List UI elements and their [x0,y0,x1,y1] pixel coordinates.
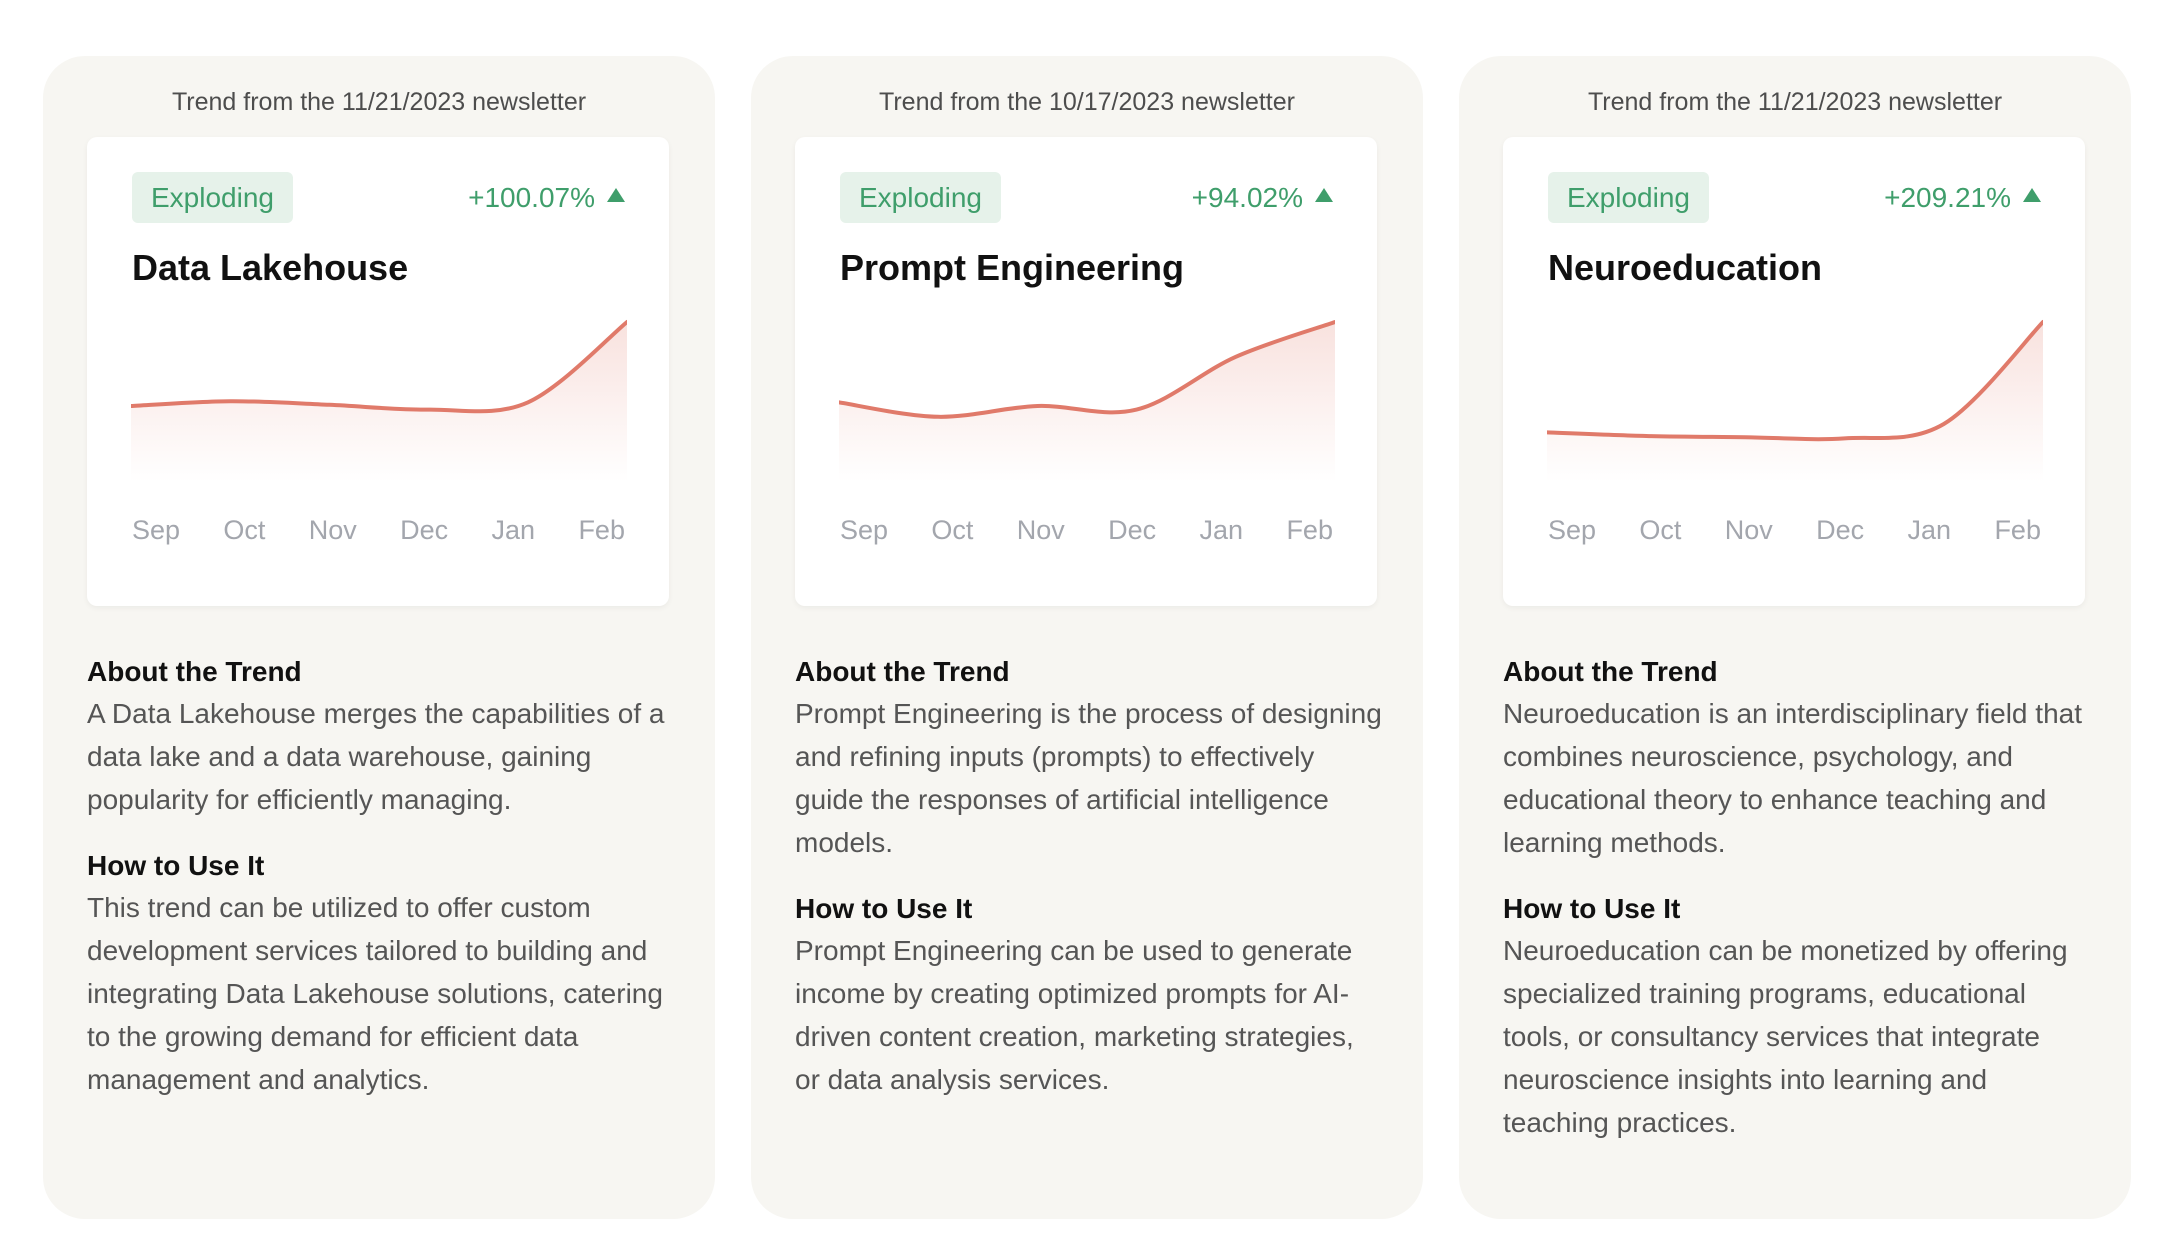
how-to-use-section: How to Use It Prompt Engineering can be … [795,889,1385,1101]
chart-series-line [1547,320,2043,442]
month-tick-label: Nov [1016,515,1065,545]
trend-line-chart [1547,320,2043,482]
month-tick-label: Sep [840,515,889,545]
how-to-use-section: How to Use It This trend can be utilized… [87,846,677,1101]
growth-value: +94.02% [1191,182,1303,213]
chart-series-line [839,320,1335,419]
trend-chart-box: Exploding +94.02% Prompt Engineering Sep… [795,137,1377,606]
trend-title: Neuroeducation [1548,247,1823,288]
how-to-use-heading: How to Use It [87,850,265,881]
month-tick-label: Oct [1639,515,1682,545]
month-tick-label: Sep [132,515,181,545]
month-tick-label: Jan [1907,515,1952,545]
status-badge: Exploding [132,172,293,223]
growth-value: +100.07% [468,182,595,213]
month-tick-label: Oct [931,515,974,545]
month-tick-label: Dec [400,515,449,545]
how-to-use-heading: How to Use It [1503,893,1681,924]
how-to-use-text: Prompt Engineering can be used to genera… [795,935,1354,1095]
month-tick-label: Jan [1199,515,1244,545]
arrow-up-icon [2023,188,2041,202]
month-tick-label: Feb [1994,515,2041,545]
status-badge: Exploding [840,172,1001,223]
growth-percentage: +209.21% [1884,173,2041,223]
about-text: A Data Lakehouse merges the capabilities… [87,698,665,815]
how-to-use-text: This trend can be utilized to offer cust… [87,892,663,1095]
chart-area-fill [839,322,1335,482]
about-heading: About the Trend [87,656,302,687]
about-section: About the Trend Prompt Engineering is th… [795,652,1385,864]
about-text: Prompt Engineering is the process of des… [795,698,1382,858]
growth-value: +209.21% [1884,182,2011,213]
status-badge: Exploding [1548,172,1709,223]
month-tick-label: Oct [223,515,266,545]
about-heading: About the Trend [1503,656,1718,687]
arrow-up-icon [1315,188,1333,202]
newsletter-date: Trend from the 11/21/2023 newsletter [171,88,587,116]
about-heading: About the Trend [795,656,1010,687]
arrow-up-icon [607,188,625,202]
month-tick-label: Dec [1816,515,1865,545]
month-axis: Sep Oct Nov Dec Jan Feb [1548,515,2041,546]
trend-card[interactable]: Trend from the 10/17/2023 newsletter Exp… [751,56,1423,1219]
chart-series-line [131,320,627,414]
month-tick-label: Nov [308,515,357,545]
about-section: About the Trend Neuroeducation is an int… [1503,652,2093,864]
how-to-use-heading: How to Use It [795,893,973,924]
month-axis: Sep Oct Nov Dec Jan Feb [132,515,625,546]
growth-percentage: +100.07% [468,173,625,223]
month-tick-label: Jan [491,515,536,545]
how-to-use-section: How to Use It Neuroeducation can be mone… [1503,889,2093,1144]
trend-cards-grid: Trend from the 11/21/2023 newsletter Exp… [43,56,2131,1219]
trend-card[interactable]: Trend from the 11/21/2023 newsletter Exp… [43,56,715,1219]
newsletter-date: Trend from the 11/21/2023 newsletter [1587,88,2003,116]
trend-title: Prompt Engineering [840,247,1185,288]
about-text: Neuroeducation is an interdisciplinary f… [1503,698,2082,858]
trend-title: Data Lakehouse [132,247,409,288]
trend-line-chart [131,320,627,482]
month-tick-label: Feb [1286,515,1333,545]
month-tick-label: Dec [1108,515,1157,545]
month-tick-label: Nov [1724,515,1773,545]
chart-area-fill [131,322,627,482]
how-to-use-text: Neuroeducation can be monetized by offer… [1503,935,2068,1138]
chart-area-fill [1547,322,2043,482]
month-axis: Sep Oct Nov Dec Jan Feb [840,515,1333,546]
trend-line-chart [839,320,1335,482]
newsletter-date: Trend from the 10/17/2023 newsletter [879,88,1295,116]
month-tick-label: Feb [578,515,625,545]
month-tick-label: Sep [1548,515,1597,545]
trend-card[interactable]: Trend from the 11/21/2023 newsletter Exp… [1459,56,2131,1219]
growth-percentage: +94.02% [1192,173,1333,223]
trend-chart-box: Exploding +100.07% Data Lakehouse Sep Oct… [87,137,669,606]
trend-chart-box: Exploding +209.21% Neuroeducation Sep Oct… [1503,137,2085,606]
about-section: About the Trend A Data Lakehouse merges … [87,652,677,821]
